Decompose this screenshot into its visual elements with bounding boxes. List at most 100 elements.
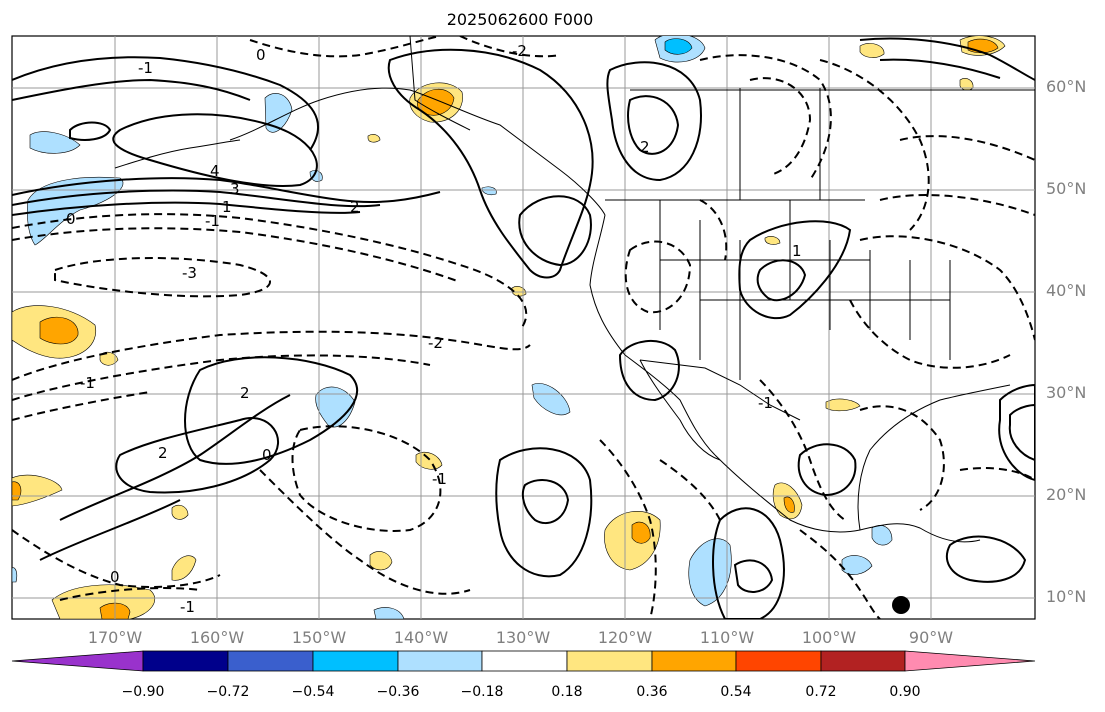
lon-label: 130°W bbox=[495, 628, 551, 647]
contour-line bbox=[249, 36, 441, 58]
coastlines bbox=[114, 36, 1035, 543]
contour-line bbox=[712, 507, 785, 619]
colorbar-segment bbox=[651, 650, 737, 672]
colorbar-segment bbox=[312, 650, 399, 672]
contour-line bbox=[12, 78, 251, 101]
contours-positive bbox=[12, 37, 1035, 619]
shade-blue bbox=[664, 38, 693, 55]
contour-line bbox=[879, 194, 1035, 216]
contour-line bbox=[495, 447, 593, 578]
shade-light-blue bbox=[841, 555, 873, 575]
coastline-gulf bbox=[857, 384, 1011, 531]
lon-label: 110°W bbox=[699, 628, 755, 647]
lon-label: 170°W bbox=[87, 628, 143, 647]
contour-label: -1 bbox=[80, 374, 95, 392]
contour-line bbox=[618, 339, 680, 402]
colorbar-tick-label: −0.18 bbox=[460, 684, 504, 700]
colorbar-tick-label: −0.90 bbox=[121, 684, 165, 700]
map-title: 2025062600 F000 bbox=[446, 10, 594, 29]
shade-light-blue bbox=[481, 186, 497, 196]
contour-label: -2 bbox=[512, 42, 527, 60]
contour-label: -1 bbox=[180, 598, 195, 616]
colorbar-segment bbox=[397, 650, 483, 672]
contour-line bbox=[54, 257, 271, 298]
shade-light-blue bbox=[29, 131, 81, 154]
colorbar-segment bbox=[481, 650, 568, 672]
contour-line bbox=[606, 61, 702, 182]
coastline-west-us bbox=[589, 214, 716, 456]
shade-light-yellow bbox=[859, 43, 885, 58]
contour-label: 4 bbox=[210, 162, 220, 180]
colorbar-segment bbox=[142, 650, 229, 672]
contour-line bbox=[738, 220, 852, 320]
marker-dot bbox=[892, 596, 910, 614]
shade-light-blue bbox=[531, 383, 571, 416]
contour-label: 1 bbox=[222, 198, 232, 216]
shade-light-blue bbox=[12, 567, 18, 583]
contour-line bbox=[756, 259, 807, 302]
contour-line bbox=[112, 113, 318, 187]
shade-light-yellow bbox=[367, 134, 381, 143]
contour-line bbox=[12, 189, 381, 208]
shade-light-yellow bbox=[171, 555, 197, 581]
colorbar-tick-label: 0.90 bbox=[889, 684, 921, 700]
contour-label: -3 bbox=[182, 264, 197, 282]
shade-light-yellow bbox=[764, 236, 781, 245]
contour-line bbox=[387, 48, 594, 279]
shade-light-blue bbox=[315, 386, 356, 428]
contour-label: 2 bbox=[350, 198, 360, 216]
contour-line bbox=[659, 459, 721, 521]
contour-label: 0 bbox=[256, 46, 266, 64]
shade-light-yellow bbox=[369, 551, 393, 571]
lon-label: 160°W bbox=[189, 628, 245, 647]
contour-line bbox=[959, 467, 1035, 481]
border-canada-provinces bbox=[630, 88, 1035, 200]
contour-label: -1 bbox=[432, 470, 447, 488]
colorbar-tick-label: −0.54 bbox=[291, 684, 335, 700]
contour-line bbox=[1008, 403, 1035, 462]
coastline-mexico bbox=[714, 454, 981, 543]
lon-label: 90°W bbox=[908, 628, 954, 647]
contour-line bbox=[59, 394, 291, 521]
colorbar-tick-label: −0.36 bbox=[376, 684, 420, 700]
colorbar-tick-label: 0.72 bbox=[805, 684, 837, 700]
contour-line bbox=[69, 121, 112, 141]
coastline-aleutians bbox=[114, 139, 241, 169]
contour-label: 2 bbox=[640, 138, 650, 156]
contour-line bbox=[184, 356, 359, 465]
shade-orange bbox=[631, 521, 651, 544]
contour-line bbox=[859, 405, 945, 511]
lat-label: 30°N bbox=[1046, 383, 1087, 402]
contour-line bbox=[624, 240, 692, 314]
shade-light-blue bbox=[373, 607, 405, 619]
colorbar-segment bbox=[735, 650, 822, 672]
colorbar-tick-label: 0.54 bbox=[720, 684, 752, 700]
lon-label: 140°W bbox=[393, 628, 449, 647]
shade-orange bbox=[783, 496, 795, 513]
contour-line bbox=[115, 417, 280, 494]
contour-line bbox=[799, 529, 881, 619]
border-alaska-canada bbox=[409, 36, 471, 131]
colorbar-tick-label: −0.72 bbox=[206, 684, 250, 700]
contour-line bbox=[59, 587, 201, 601]
contour-line bbox=[459, 36, 561, 58]
lon-label: 100°W bbox=[801, 628, 857, 647]
lat-label: 20°N bbox=[1046, 485, 1087, 504]
contour-line bbox=[998, 383, 1035, 482]
contour-line bbox=[39, 499, 181, 561]
colorbar-tick-label: 0.36 bbox=[636, 684, 668, 700]
contour-label: 3 bbox=[230, 180, 240, 198]
contour-line bbox=[859, 37, 1035, 81]
colorbar-segment bbox=[904, 650, 1036, 672]
contour-line bbox=[627, 95, 680, 155]
contour-line bbox=[759, 379, 846, 521]
lat-label: 60°N bbox=[1046, 77, 1087, 96]
colorbar-segment bbox=[227, 650, 314, 672]
contour-line bbox=[945, 535, 1027, 583]
contour-line bbox=[12, 201, 361, 216]
colorbar-segment bbox=[11, 650, 144, 672]
shade-orange bbox=[12, 481, 22, 501]
contour-label: -1 bbox=[138, 59, 153, 77]
shade-light-yellow bbox=[171, 504, 189, 520]
